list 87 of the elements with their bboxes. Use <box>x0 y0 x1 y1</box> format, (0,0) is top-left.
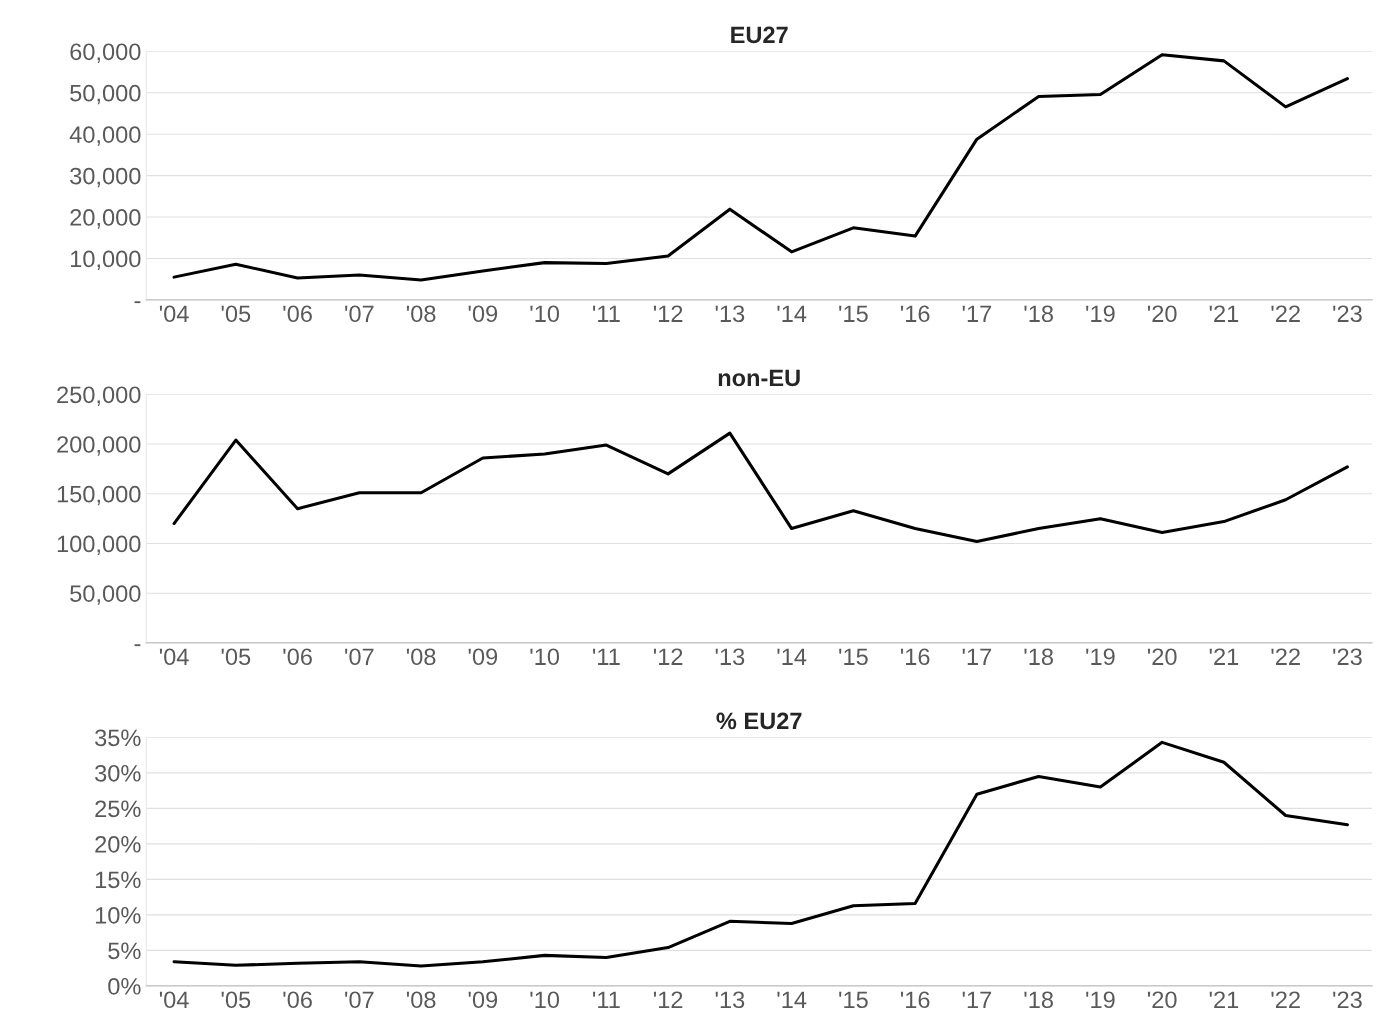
x-tick-label: '18 <box>1024 305 1053 323</box>
x-tick-label: '23 <box>1333 648 1362 666</box>
x-tick-label: '20 <box>1147 305 1177 323</box>
x-tick-label: '12 <box>653 648 683 665</box>
chart-title: % EU27 <box>716 712 802 730</box>
x-tick-label: '18 <box>1024 648 1053 666</box>
x-tick-label: '13 <box>715 648 745 666</box>
x-tick-label: '07 <box>345 305 374 323</box>
y-tick-label: 40,000 <box>69 126 141 146</box>
x-tick-label: '19 <box>1086 648 1115 666</box>
line-series <box>172 53 1349 282</box>
x-tick-label: '13 <box>715 991 745 1009</box>
y-tick-label: 30% <box>95 764 141 782</box>
y-tick-label: 20% <box>95 835 141 853</box>
x-tick-label: '05 <box>221 305 251 323</box>
x-tick-label: '11 <box>593 991 620 1008</box>
y-tick-label: 5% <box>108 942 141 960</box>
x-tick-label: '23 <box>1333 991 1362 1009</box>
x-tick-label: '05 <box>221 648 251 666</box>
x-tick-label: '16 <box>900 305 930 323</box>
x-tick-label: '19 <box>1086 991 1115 1009</box>
y-tick-label: 35% <box>95 729 141 747</box>
x-tick-label: '14 <box>777 305 807 322</box>
x-tick-label: '12 <box>653 305 683 322</box>
x-tick-label: '08 <box>406 991 436 1009</box>
y-tick-label: 100,000 <box>57 535 141 556</box>
y-tick-label: 10% <box>95 906 141 924</box>
x-tick-label: '21 <box>1209 305 1239 322</box>
x-tick-label: '07 <box>345 648 374 666</box>
y-tick-label: 200,000 <box>57 436 141 456</box>
x-tick-label: '22 <box>1271 991 1300 1008</box>
x-tick-label: '15 <box>839 648 868 666</box>
x-tick-label: '16 <box>900 648 930 666</box>
x-tick-label: '08 <box>406 648 436 666</box>
y-tick-label: - <box>134 644 141 647</box>
y-tick-label: 150,000 <box>57 485 141 506</box>
x-tick-label: '17 <box>962 648 992 665</box>
x-tick-label: '15 <box>839 991 868 1009</box>
y-tick-label: 25% <box>95 800 141 818</box>
x-tick-label: '18 <box>1024 991 1053 1009</box>
x-tick-label: '07 <box>345 991 374 1009</box>
x-tick-label: '14 <box>777 991 807 1008</box>
y-tick-label: 30,000 <box>70 167 141 188</box>
line-series <box>172 431 1349 544</box>
x-tick-label: '22 <box>1271 305 1300 322</box>
x-tick-label: '17 <box>962 305 992 322</box>
y-tick-label: 0% <box>108 977 141 995</box>
x-tick-label: '20 <box>1147 991 1177 1009</box>
y-tick-label: - <box>134 301 141 304</box>
x-tick-label: '13 <box>715 305 745 323</box>
x-tick-label: '10 <box>530 305 560 323</box>
x-tick-label: '11 <box>593 305 620 322</box>
y-tick-label: 60,000 <box>70 43 141 63</box>
x-tick-label: '21 <box>1209 991 1239 1008</box>
x-tick-label: '16 <box>900 991 930 1009</box>
x-tick-label: '04 <box>159 305 189 323</box>
x-tick-label: '06 <box>283 648 312 666</box>
x-tick-label: '08 <box>406 305 436 323</box>
x-tick-label: '06 <box>283 991 312 1009</box>
x-tick-label: '21 <box>1209 648 1239 665</box>
x-tick-label: '10 <box>530 648 560 666</box>
x-tick-label: '09 <box>468 991 498 1009</box>
x-tick-label: '12 <box>653 991 683 1008</box>
x-tick-label: '11 <box>593 648 620 665</box>
x-tick-label: '15 <box>839 305 868 323</box>
x-tick-label: '14 <box>777 648 807 665</box>
x-tick-label: '22 <box>1271 648 1300 665</box>
x-tick-label: '19 <box>1086 305 1115 323</box>
chart-title: EU27 <box>731 26 788 44</box>
y-tick-label: 50,000 <box>70 585 141 605</box>
x-tick-label: '09 <box>468 305 498 323</box>
y-tick-label: 250,000 <box>57 386 141 406</box>
x-tick-label: '09 <box>468 648 498 666</box>
x-tick-label: '04 <box>159 648 189 666</box>
y-tick-label: 10,000 <box>70 250 141 271</box>
x-tick-label: '06 <box>283 305 312 323</box>
x-tick-label: '17 <box>962 991 992 1008</box>
y-tick-label: 15% <box>95 871 141 889</box>
x-tick-label: '10 <box>530 991 560 1009</box>
chart-title: non-EU <box>718 369 800 387</box>
x-tick-label: '20 <box>1147 648 1177 666</box>
y-tick-label: 50,000 <box>70 84 141 105</box>
x-tick-label: '05 <box>221 991 251 1009</box>
x-tick-label: '23 <box>1333 305 1362 323</box>
x-tick-label: '04 <box>159 991 189 1009</box>
y-tick-label: 20,000 <box>70 209 141 229</box>
line-series <box>172 740 1349 968</box>
